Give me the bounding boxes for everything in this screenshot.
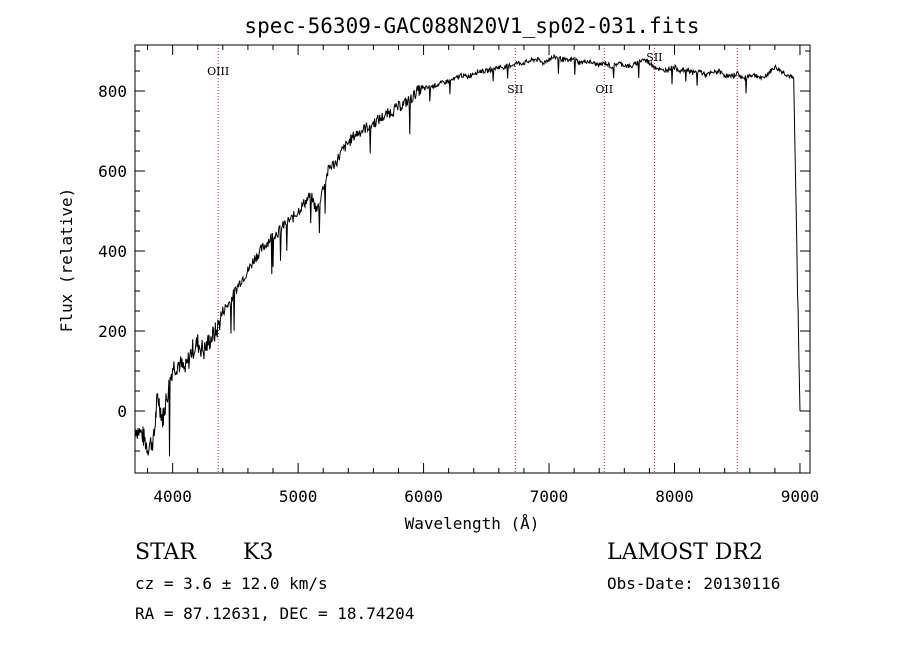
x-tick-label: 7000 [530, 487, 569, 506]
coordinates-text: RA = 87.12631, DEC = 18.74204 [135, 604, 415, 623]
y-tick-label: 0 [117, 402, 127, 421]
x-tick-label: 9000 [781, 487, 820, 506]
axis-ticks: 4000 5000 6000 7000 8000 9000 0 200 400 600 800 [98, 45, 819, 506]
class-label: STAR [135, 540, 196, 565]
emission-line-label: SII [646, 51, 662, 64]
y-axis-label: Flux (relative) [57, 188, 76, 333]
plot-frame [134, 44, 811, 474]
y-tick-label: 200 [98, 322, 127, 341]
y-tick-label: 600 [98, 162, 127, 181]
y-tick-label: 400 [98, 242, 127, 261]
emission-line-label: OII [595, 83, 613, 96]
obs-date-text: Obs-Date: 20130116 [607, 574, 781, 593]
x-axis-label: Wavelength (Å) [405, 514, 540, 533]
survey-label: LAMOST DR2 [607, 540, 763, 565]
redshift-text: cz = 3.6 ± 12.0 km/s [135, 574, 328, 593]
x-tick-label: 4000 [153, 487, 192, 506]
emission-line-label: OIII [207, 65, 229, 78]
emission-line-label: SII [507, 83, 523, 96]
y-tick-label: 800 [98, 82, 127, 101]
chart-title: spec-56309-GAC088N20V1_sp02-031.fits [244, 14, 699, 38]
spectrum-line [134, 53, 801, 457]
subclass-label: K3 [243, 540, 274, 565]
x-tick-label: 8000 [655, 487, 694, 506]
emission-lines: OIII SII OII SII [207, 45, 738, 473]
x-tick-label: 5000 [279, 487, 318, 506]
x-tick-label: 6000 [404, 487, 443, 506]
